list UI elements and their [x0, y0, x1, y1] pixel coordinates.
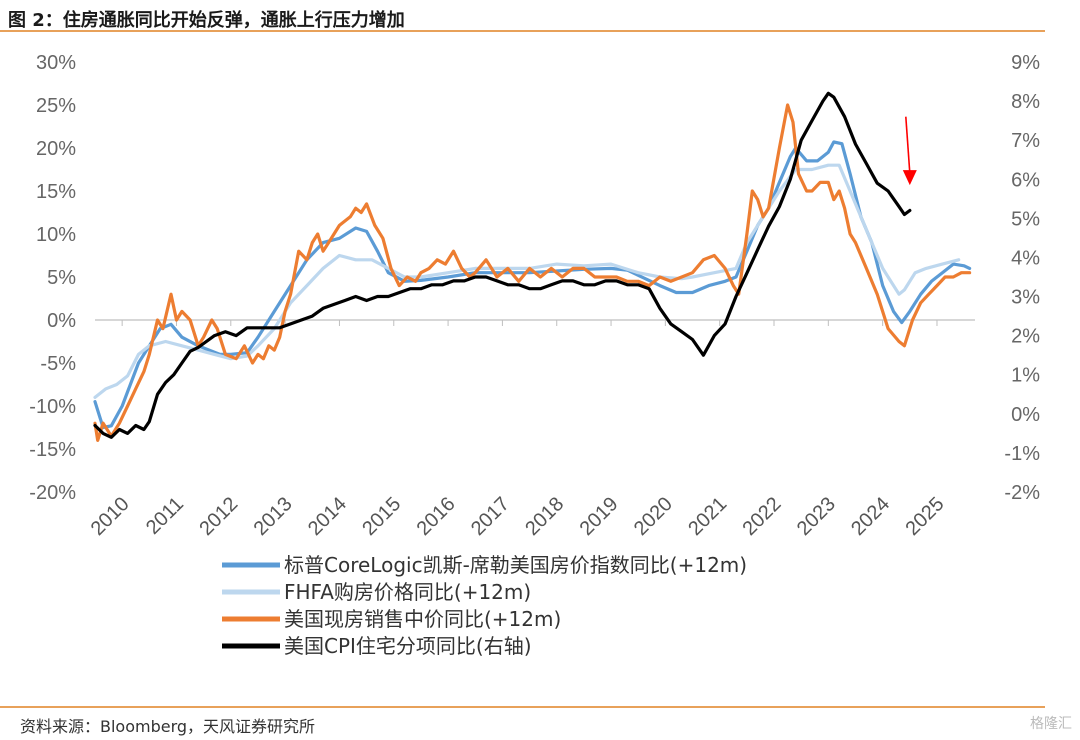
- left-tick-label: 20%: [36, 138, 76, 160]
- left-axis: 30% 25% 20% 15% 10% 5% 0% -5% -10% -15% -20%: [29, 52, 76, 504]
- annotation-arrow-shaft: [905, 116, 911, 174]
- right-tick-label: 5%: [1011, 208, 1040, 230]
- right-tick-label: 8%: [1011, 91, 1040, 113]
- right-tick-label: -1%: [1004, 443, 1040, 465]
- left-tick-label: 5%: [47, 267, 76, 289]
- left-tick-label: -5%: [40, 353, 76, 375]
- right-tick-label: 2%: [1011, 326, 1040, 348]
- right-tick-label: 4%: [1011, 247, 1040, 269]
- left-tick-label: 15%: [36, 181, 76, 203]
- legend-label-4: 美国CPI住宅分项同比(右轴): [284, 634, 532, 658]
- x-tick-label: 2022: [739, 493, 786, 540]
- right-tick-label: 3%: [1011, 287, 1040, 309]
- annotation-arrowhead: [902, 170, 917, 186]
- watermark: 格隆汇: [1030, 716, 1072, 732]
- x-tick-label: 2024: [847, 493, 894, 540]
- source-note: 资料来源：Bloomberg，天风证券研究所: [20, 717, 316, 736]
- x-tick-label: 2010: [87, 493, 134, 540]
- series-line-3: [93, 103, 972, 442]
- left-tick-label: 30%: [36, 52, 76, 74]
- right-axis: 9% 8% 7% 6% 5% 4% 3% 2% 1% 0% -1% -2%: [1004, 52, 1040, 504]
- x-tick-label: 2023: [793, 493, 840, 540]
- page-title: 图 2：住房通胀同比开始反弹，通胀上行压力增加: [8, 10, 405, 31]
- left-tick-label: 25%: [36, 95, 76, 117]
- series-layer: [93, 91, 972, 442]
- x-tick-label: 2017: [467, 493, 514, 540]
- series-line-1: [93, 140, 972, 430]
- x-tick-label: 2019: [576, 493, 623, 540]
- right-tick-label: 6%: [1011, 169, 1040, 191]
- series-line-4: [93, 91, 912, 439]
- left-tick-label: 0%: [47, 310, 76, 332]
- right-tick-label: -2%: [1004, 482, 1040, 504]
- annotation-layer: [902, 116, 917, 186]
- series-line-2: [93, 163, 961, 399]
- left-tick-label: -10%: [29, 396, 76, 418]
- x-tick-label: 2015: [358, 493, 405, 540]
- x-tick-label: 2011: [142, 493, 188, 539]
- right-tick-label: 9%: [1011, 52, 1040, 74]
- legend-label-3: 美国现房销售中价同比(+12m): [284, 607, 561, 631]
- legend-label-1: 标普CoreLogic凯斯-席勒美国房价指数同比(+12m): [284, 553, 747, 577]
- right-tick-label: 7%: [1011, 130, 1040, 152]
- right-tick-label: 0%: [1011, 404, 1040, 426]
- left-tick-label: -15%: [29, 439, 76, 461]
- left-tick-label: -20%: [29, 482, 76, 504]
- bottom-divider: [0, 706, 1045, 708]
- x-tick-label: 2020: [630, 493, 677, 540]
- left-tick-label: 10%: [36, 224, 76, 246]
- line-chart: 30% 25% 20% 15% 10% 5% 0% -5% -10% -15% -20% 9% 8% 7…: [29, 52, 1040, 658]
- x-tick-label: 2018: [521, 493, 568, 540]
- x-tick-label: 2013: [250, 493, 297, 540]
- top-divider: [0, 30, 1045, 32]
- chart-legend: 标普CoreLogic凯斯-席勒美国房价指数同比(+12m) FHFA购房价格同比…: [222, 553, 747, 658]
- x-tick-label: 2025: [901, 493, 948, 540]
- legend-label-2: FHFA购房价格同比(+12m): [284, 580, 531, 604]
- x-tick-label: 2014: [304, 493, 351, 540]
- right-tick-label: 1%: [1011, 365, 1040, 387]
- x-tick-label: 2021: [684, 493, 731, 540]
- x-tick-label: 2016: [413, 493, 460, 540]
- x-tick-label: 2012: [195, 493, 242, 540]
